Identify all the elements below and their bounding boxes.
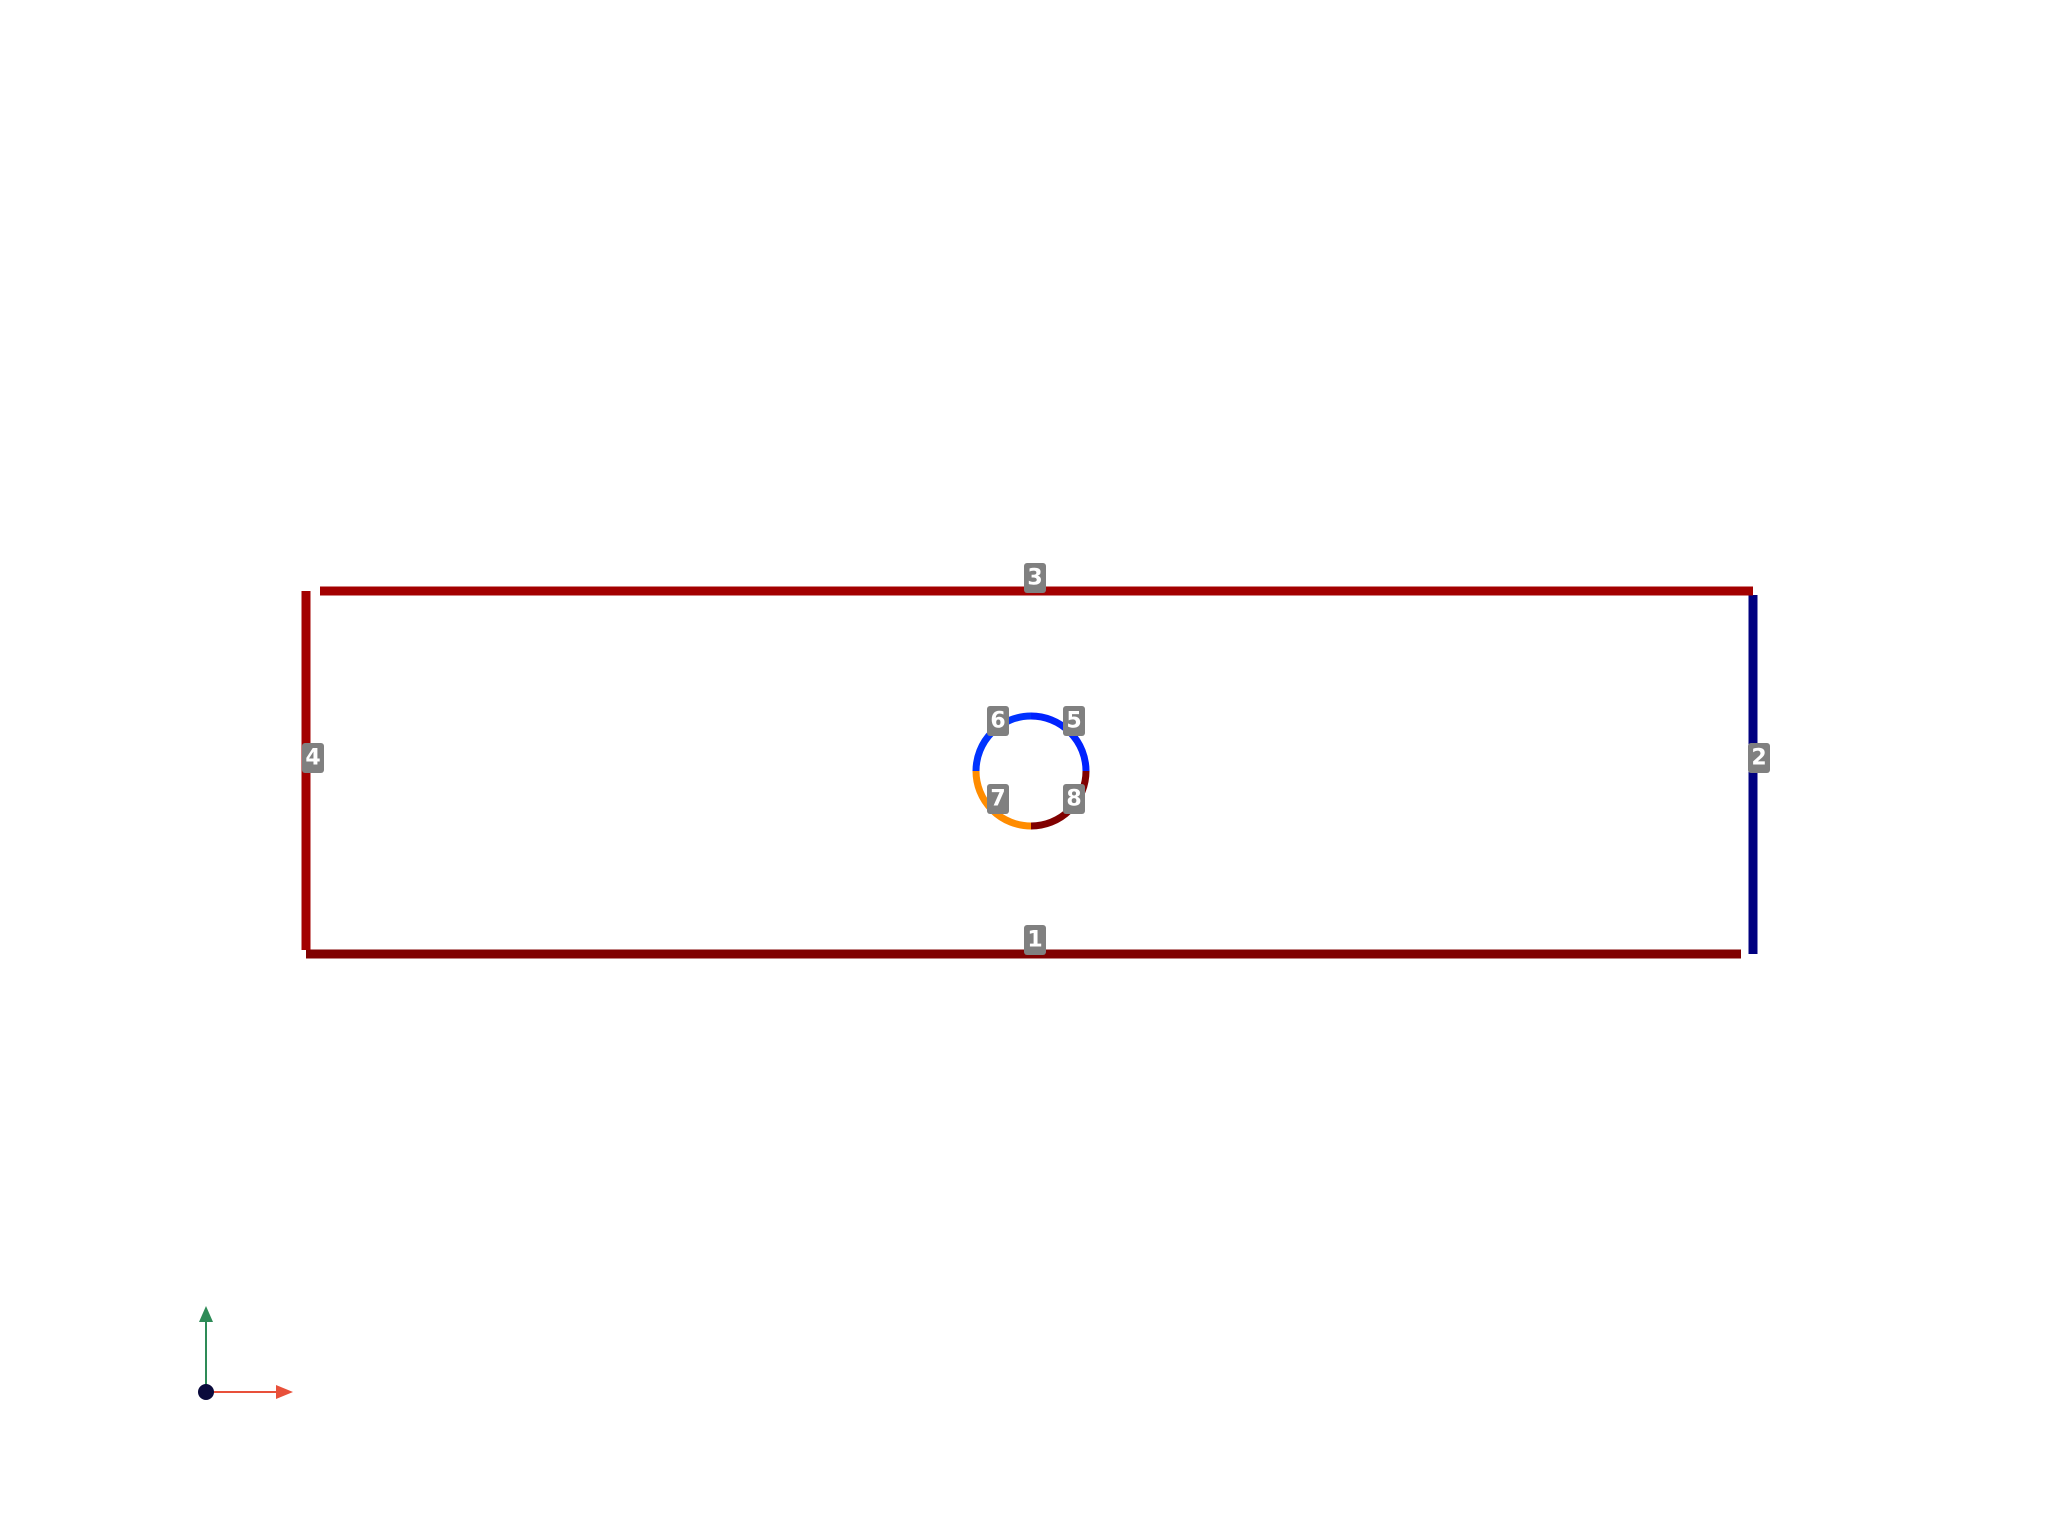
edge-5-label: 5 [1063, 706, 1085, 736]
edge-1[interactable]: 1 [306, 925, 1741, 959]
edge-8-label: 8 [1063, 784, 1085, 814]
edge-6[interactable]: 6 [972, 706, 1032, 772]
edge-2[interactable]: 2 [1748, 595, 1770, 954]
edge-3-label: 3 [1024, 563, 1046, 593]
edge-3-label-text: 3 [1027, 566, 1042, 591]
edge-2-label-text: 2 [1751, 746, 1766, 771]
x-axis-arrowhead-icon [276, 1385, 293, 1399]
edge-1-label: 1 [1024, 925, 1046, 955]
edge-2-label: 2 [1748, 743, 1770, 773]
edge-4[interactable]: 4 [301, 591, 324, 950]
edge-8-label-text: 8 [1066, 787, 1081, 812]
edge-4-label: 4 [302, 743, 324, 773]
edge-5[interactable]: 5 [1030, 706, 1090, 772]
edge-1-label-text: 1 [1027, 928, 1042, 953]
edge-4-label-text: 4 [305, 746, 320, 771]
edge-5-label-text: 5 [1066, 709, 1081, 734]
edge-6-label: 6 [987, 706, 1009, 736]
origin-point-icon [198, 1384, 214, 1400]
edge-6-label-text: 6 [990, 709, 1005, 734]
edge-8[interactable]: 8 [1030, 770, 1090, 830]
edge-7[interactable]: 7 [972, 770, 1032, 830]
axes-triad-icon [198, 1306, 293, 1400]
edge-7-label-text: 7 [990, 787, 1005, 812]
y-axis-arrowhead-icon [199, 1306, 213, 1322]
edge-7-label: 7 [987, 784, 1009, 814]
edge-3[interactable]: 3 [320, 563, 1753, 596]
